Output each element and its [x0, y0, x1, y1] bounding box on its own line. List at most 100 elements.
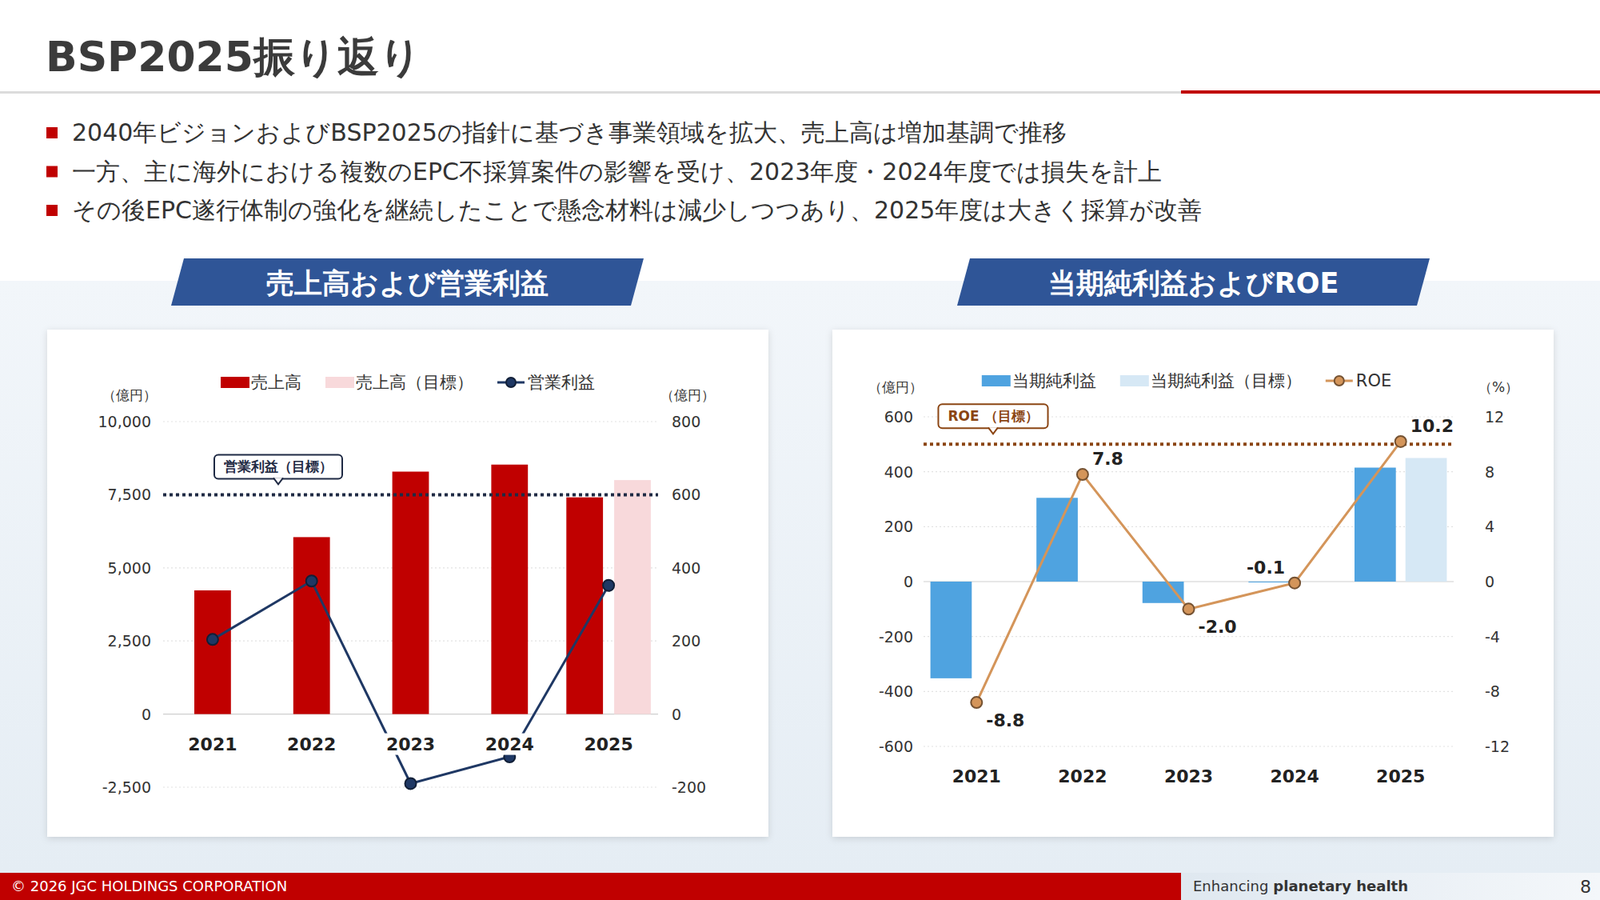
line-marker [1183, 602, 1195, 615]
bar [490, 464, 528, 715]
bullet-mark [46, 127, 58, 139]
y2-axis-title: （億円） [660, 387, 715, 403]
y2-axis-title: （%） [1478, 379, 1519, 396]
page-title: BSP2025振り返り [45, 32, 422, 81]
category-label: 2022 [1057, 766, 1107, 787]
background [0, 0, 1600, 900]
tagline: Enhancing [1193, 877, 1269, 894]
y-tick-label: -200 [878, 627, 914, 646]
legend: 売上高売上高（目標）営業利益 [220, 372, 595, 392]
legend: 当期純利益当期純利益（目標）ROE [981, 371, 1392, 391]
y2-tick-label: 0 [671, 705, 682, 723]
legend-symbol [1334, 375, 1345, 386]
legend-symbol [506, 377, 516, 388]
y-tick-label: 5,000 [107, 558, 152, 577]
y2-tick-label: -8 [1484, 682, 1501, 700]
content-band [0, 280, 1600, 873]
bullet-text: その後EPC遂行体制の強化を継続したことで懸念材料は減少しつつあり、2025年度… [71, 195, 1202, 224]
category-label: 2024 [1269, 766, 1319, 787]
category-label: 2021 [187, 734, 237, 755]
label-patch [383, 733, 439, 755]
y-tick-label: 400 [884, 462, 914, 481]
y-tick-label: -600 [878, 737, 914, 755]
line-marker [602, 579, 615, 591]
label-patch [283, 733, 340, 755]
label-patch [482, 733, 538, 755]
plot-markers [970, 435, 1406, 708]
bar [614, 479, 651, 714]
y-axis-title: （億円） [868, 379, 923, 396]
reference-line [163, 492, 659, 496]
title-banner [171, 258, 644, 306]
plot-marks [163, 464, 659, 784]
chart-title: 売上高および営業利益 [266, 267, 549, 300]
data-label: 7.8 [1092, 448, 1124, 469]
bullet-mark [46, 204, 58, 216]
header-rule [0, 91, 1600, 94]
plot-marks [923, 441, 1454, 703]
bar [293, 536, 331, 714]
label-patch [184, 733, 240, 755]
y-tick-label: 0 [903, 572, 914, 591]
bar [1354, 467, 1397, 582]
reference-label-box [937, 403, 1048, 428]
line [976, 441, 1401, 703]
y-tick-label: 600 [884, 407, 914, 426]
line-marker [1077, 468, 1089, 480]
reference-label-pointer [273, 477, 284, 484]
reference-line [923, 442, 1454, 446]
legend-label: 売上高 [251, 372, 302, 392]
line-marker [306, 574, 318, 587]
line-marker [970, 696, 982, 708]
footer-image [1181, 872, 1600, 900]
footer-bar [0, 872, 1182, 900]
y-axis-title: （億円） [102, 387, 157, 403]
legend-label: 当期純利益（目標） [1150, 371, 1302, 391]
legend-label: 売上高（目標） [355, 372, 474, 392]
chart-title: 当期純利益およびROE [1048, 267, 1340, 300]
bar [194, 590, 232, 715]
footer-text: © 2026 JGC HOLDINGS CORPORATION [11, 877, 288, 894]
y2-tick-label: 4 [1484, 517, 1495, 535]
slide: BSP2025振り返り 2040年ビジョンおよびBSP2025の指針に基づき事業領… [0, 0, 1600, 900]
line [212, 580, 609, 783]
y-tick-label: 2,500 [107, 631, 152, 650]
category-label: 2024 [485, 734, 535, 755]
category-label: 2021 [952, 766, 1002, 787]
bar [930, 581, 973, 679]
reference-label-box [214, 454, 343, 479]
y2-tick-label: 800 [671, 412, 701, 431]
y2-tick-label: 0 [1484, 572, 1495, 591]
line-marker [1395, 435, 1407, 447]
y-tick-label: -400 [878, 682, 914, 700]
data-label: 10.2 [1410, 415, 1454, 436]
data-label: -0.1 [1246, 557, 1285, 578]
y-tick-label: 7,500 [107, 485, 152, 503]
data-label: -2.0 [1198, 616, 1237, 637]
category-label: 2023 [1164, 766, 1213, 787]
bar [392, 471, 430, 715]
bullet-text: 一方、主に海外における複数のEPC不採算案件の影響を受け、2023年度・2024… [71, 157, 1162, 186]
y-tick-label: 10,000 [98, 412, 152, 431]
y2-tick-label: 600 [671, 485, 701, 503]
legend-label: 当期純利益 [1012, 371, 1097, 391]
legend-symbol [1120, 375, 1150, 387]
line-marker [1288, 577, 1301, 589]
bar [1142, 581, 1185, 603]
bar [1036, 497, 1078, 582]
grid-line [923, 635, 1454, 637]
chart-card [832, 329, 1554, 837]
y2-tick-label: -200 [671, 778, 707, 796]
y2-tick-label: -4 [1484, 627, 1501, 646]
reference-label: ROE （目標） [947, 407, 1038, 424]
grid-line [923, 690, 1454, 692]
legend-symbol [981, 375, 1011, 387]
line-marker [405, 777, 417, 789]
category-label: 2022 [287, 734, 336, 755]
category-label: 2025 [583, 734, 633, 755]
line-marker [207, 633, 219, 645]
grid-line [923, 745, 1454, 747]
category-label: 2025 [1376, 766, 1425, 787]
bullet-text: 2040年ビジョンおよびBSP2025の指針に基づき事業領域を拡大、売上高は増加… [71, 118, 1067, 147]
category-label: 2023 [386, 734, 435, 755]
